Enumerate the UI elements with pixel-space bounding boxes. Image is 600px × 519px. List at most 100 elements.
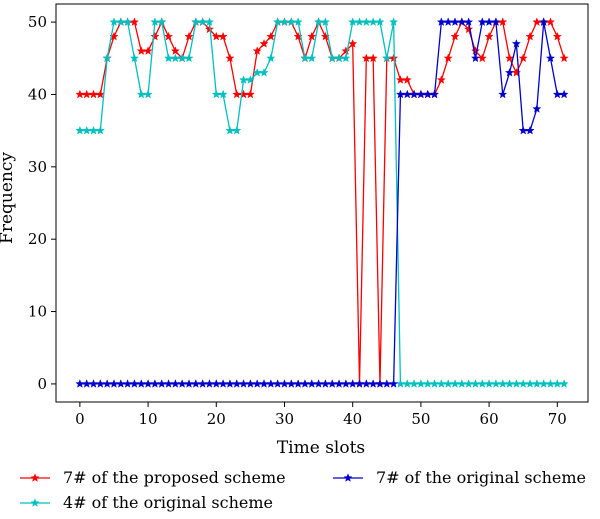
data-point [232,125,242,135]
data-point [95,379,105,388]
data-point [136,89,146,99]
data-point [436,379,446,388]
series-3 [75,17,569,388]
data-point [525,125,535,135]
data-point [498,379,508,388]
data-point [293,379,303,388]
data-point [450,17,460,26]
data-point [314,379,324,388]
data-point [443,53,453,63]
data-point [239,379,249,388]
data-point [95,125,105,135]
data-point [327,379,337,388]
data-point [102,379,112,388]
data-point [341,379,351,388]
data-point [354,379,365,388]
data-point [259,379,269,388]
data-point [170,53,180,63]
data-point [430,379,440,388]
data-point [279,17,290,26]
data-point [232,89,242,99]
data-point [170,379,180,388]
y-tick-label: 0 [37,375,47,393]
data-point [518,379,528,388]
data-point [518,125,528,135]
data-point [143,379,153,388]
data-point [279,379,290,388]
data-point [204,379,214,388]
data-point [525,31,535,41]
data-point [123,379,133,388]
data-point [436,75,446,84]
data-point [102,53,112,63]
data-point [464,17,474,26]
series-2 [75,17,569,388]
data-point [416,89,426,99]
data-point [402,75,412,84]
x-tick-label: 70 [548,410,567,428]
legend: 7# of the proposed scheme 4# of the origi… [20,468,586,512]
data-point [341,53,351,63]
data-point [143,89,153,99]
data-point [225,53,235,63]
data-point [470,53,480,63]
legend-label: 4# of the original scheme [63,493,273,512]
y-tick-label: 40 [28,85,47,103]
data-point [409,89,419,99]
data-point [518,53,528,63]
x-tick-label: 0 [75,410,85,428]
data-point [368,379,378,388]
data-point [477,379,487,388]
data-point [286,379,296,388]
x-tick-label: 50 [411,410,430,428]
y-tick-label: 10 [28,303,47,321]
data-point [266,379,276,388]
data-point [430,89,440,99]
data-point [88,125,99,135]
data-point [450,379,460,388]
data-point [75,89,85,99]
x-tick-label: 10 [139,410,158,428]
data-point [409,379,419,388]
data-point [498,89,508,99]
data-point [511,39,521,48]
legend-label: 7# of the original scheme [376,468,586,487]
x-tick-label: 40 [343,410,362,428]
data-point [505,379,515,388]
data-point [300,379,310,388]
data-point [232,379,242,388]
data-point [75,125,85,135]
data-point [402,89,412,99]
data-point [464,24,474,34]
data-point [491,379,501,388]
data-point [416,379,426,388]
data-point [204,17,214,26]
data-point [361,17,371,26]
data-point [150,379,160,388]
data-point [300,53,310,63]
data-point [259,67,269,77]
data-point [225,379,235,388]
data-point [266,31,276,41]
data-point [307,31,317,41]
data-point [539,379,549,388]
data-point [116,379,126,388]
data-point [88,89,99,99]
data-point [348,39,358,48]
data-point [164,31,174,41]
plot-frame [55,3,589,403]
data-point [225,125,235,135]
data-point [552,379,562,388]
data-point [470,46,480,55]
data-point [293,17,303,26]
data-point [334,379,344,388]
data-point [150,31,160,41]
data-point [389,17,399,26]
data-point [539,17,549,26]
data-point [382,53,392,63]
data-point [484,17,494,26]
data-point [136,46,146,55]
data-point [443,379,453,388]
y-tick-label: 20 [28,230,47,248]
